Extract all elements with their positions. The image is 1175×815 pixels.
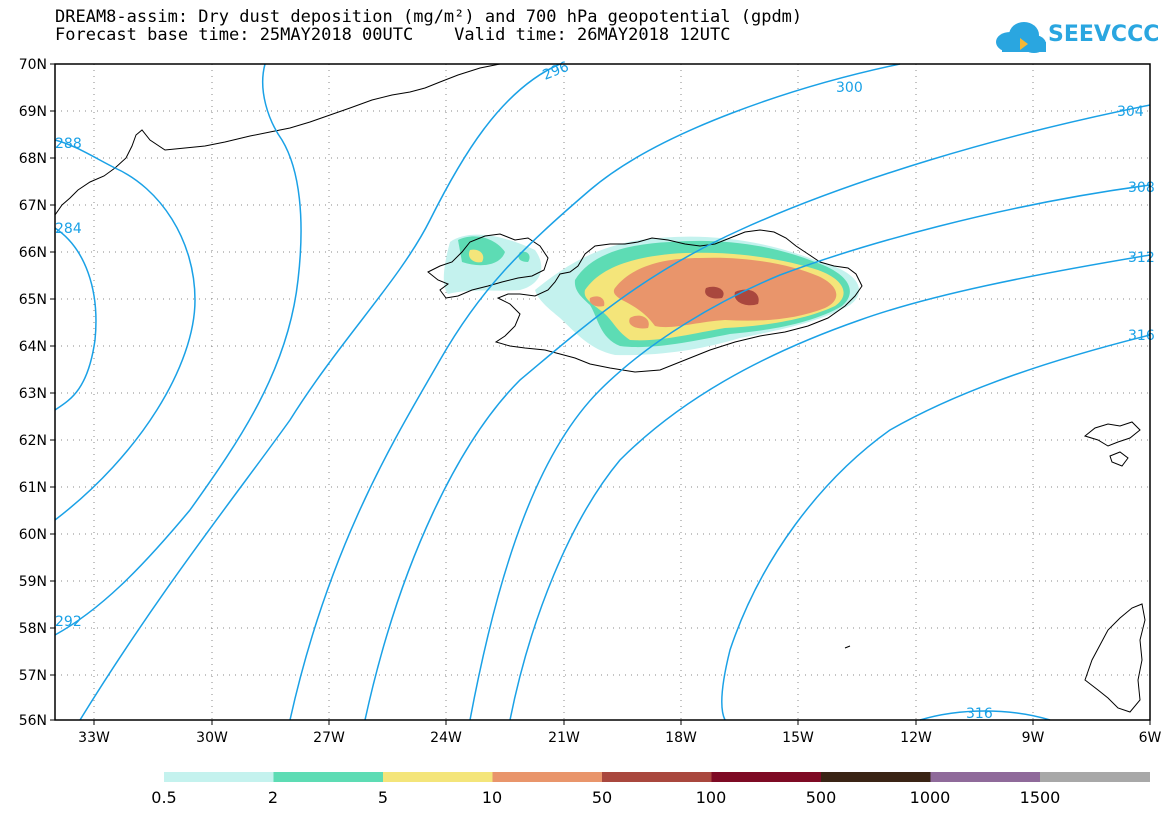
contour-label: 284	[55, 221, 82, 237]
colorbar-label: 1000	[910, 788, 951, 807]
lat-label: 67N	[19, 198, 47, 214]
lon-label: 24W	[430, 730, 462, 746]
colorbar-label: 2	[268, 788, 278, 807]
colorbar-label: 10	[482, 788, 502, 807]
lat-label: 63N	[19, 386, 47, 402]
contour-label: 292	[55, 614, 82, 630]
colorbar-label: 50	[592, 788, 612, 807]
colorbar-label: 500	[806, 788, 837, 807]
seevccc-logo: SEEVCCC	[990, 18, 1165, 58]
contour-label: 296	[541, 59, 572, 84]
lat-label: 68N	[19, 151, 47, 167]
lon-label: 15W	[782, 730, 814, 746]
lon-label: 33W	[78, 730, 110, 746]
lon-label: 18W	[665, 730, 697, 746]
colorbar-label: 1500	[1020, 788, 1061, 807]
contour-label: 288	[55, 136, 82, 152]
colorbar-swatch	[383, 772, 493, 782]
colorbar-labels: 0.5 2 5 10 50 100 500 1000 1500	[151, 788, 1060, 807]
lat-label: 66N	[19, 245, 47, 261]
colorbar-swatch	[492, 772, 602, 782]
map-grid	[55, 64, 1150, 720]
contour-label: 312	[1128, 250, 1155, 266]
colorbar-swatch	[273, 772, 383, 782]
colorbar-label: 0.5	[151, 788, 176, 807]
lat-label: 57N	[19, 668, 47, 684]
colorbar-swatch	[821, 772, 931, 782]
lon-label: 9W	[1022, 730, 1045, 746]
lat-label: 61N	[19, 480, 47, 496]
lon-label: 27W	[313, 730, 345, 746]
contour-label: 316	[1128, 328, 1155, 344]
lon-label: 30W	[196, 730, 228, 746]
geopotential-contours	[54, 63, 1151, 721]
colorbar-label: 100	[696, 788, 727, 807]
longitude-labels: 33W 30W 27W 24W 21W 18W 15W 12W 9W 6W	[78, 730, 1161, 746]
lon-label: 21W	[548, 730, 580, 746]
dust-deposition-field	[443, 234, 860, 356]
lat-label: 56N	[19, 713, 47, 729]
contour-label: 304	[1117, 104, 1144, 120]
coastlines	[54, 63, 1146, 713]
colorbar-swatch	[602, 772, 712, 782]
contour-label: 300	[836, 80, 863, 96]
lon-label: 12W	[900, 730, 932, 746]
colorbar-swatch	[164, 772, 274, 782]
map-title-line1: DREAM8-assim: Dry dust deposition (mg/m²…	[55, 7, 803, 27]
logo-text: SEEVCCC	[1048, 22, 1160, 47]
colorbar-swatch	[930, 772, 1040, 782]
lat-label: 59N	[19, 574, 47, 590]
lat-label: 58N	[19, 621, 47, 637]
latitude-labels: 70N 69N 68N 67N 66N 65N 64N 63N 62N 61N …	[19, 57, 47, 729]
lat-label: 64N	[19, 339, 47, 355]
colorbar	[164, 772, 1150, 782]
axis-ticks	[50, 63, 1151, 725]
contour-label: 308	[1128, 180, 1155, 196]
lat-label: 65N	[19, 292, 47, 308]
lat-label: 70N	[19, 57, 47, 73]
contour-labels: 288 284 296 300 304 308 312 316 292 316	[55, 59, 1155, 722]
lon-label: 6W	[1139, 730, 1162, 746]
map-title-line2: Forecast base time: 25MAY2018 00UTC Vali…	[55, 25, 731, 45]
colorbar-swatch	[1040, 772, 1150, 782]
lat-label: 62N	[19, 433, 47, 449]
map-frame	[54, 63, 1151, 721]
cloud-icon	[996, 22, 1046, 53]
colorbar-label: 5	[378, 788, 388, 807]
contour-label: 316	[966, 706, 993, 722]
lat-label: 69N	[19, 104, 47, 120]
colorbar-swatch	[711, 772, 821, 782]
lat-label: 60N	[19, 527, 47, 543]
